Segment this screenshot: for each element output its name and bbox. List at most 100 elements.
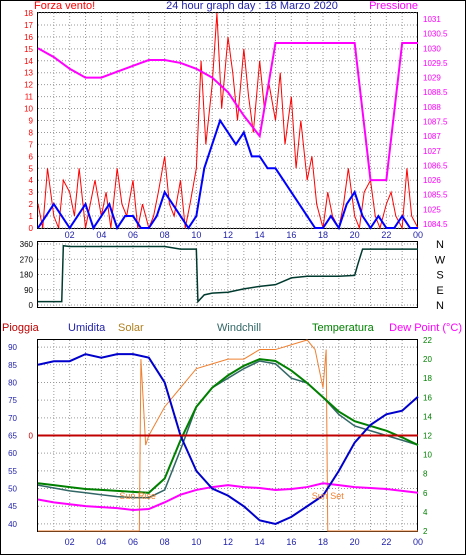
wind-tick-label: 3 (29, 188, 34, 197)
wind-tick-label: 18 (24, 9, 33, 18)
temperature-tick-label: 14 (423, 412, 432, 421)
x-tick-label-bottom: 14 (255, 537, 265, 547)
humidity-tick-label: 80 (8, 378, 17, 387)
humidity-tick-label: 90 (8, 343, 17, 352)
temperature-tick-label: 8 (423, 470, 428, 479)
x-tick-label-bottom: 22 (381, 537, 391, 547)
x-tick-label-bottom: 06 (128, 537, 138, 547)
direction-tick-label: 270 (20, 255, 34, 264)
x-tick-label-bottom: 18 (318, 537, 328, 547)
windchill-line (37, 360, 419, 499)
x-tick-label-top: 00 (413, 230, 423, 240)
pressure-tick-label: 1027 (423, 147, 441, 156)
pressure-tick-label: 1030 (423, 44, 441, 53)
x-tick-label-top: 22 (381, 230, 391, 240)
pressure-tick-label: 1025 (423, 205, 441, 214)
x-tick-label-top: 10 (191, 230, 201, 240)
humidity-line (37, 353, 419, 525)
wind-tick-label: 15 (24, 45, 33, 54)
humidity-tick-label: 55 (8, 467, 17, 476)
x-tick-label-top: 14 (255, 230, 265, 240)
pressure-tick-label: 1026 (423, 176, 441, 185)
x-tick-label-bottom: 10 (191, 537, 201, 547)
compass-label: N (436, 300, 444, 312)
temperature-tick-label: 18 (423, 374, 432, 383)
temperature-line (37, 358, 419, 494)
x-tick-label-top: 08 (160, 230, 170, 240)
sun-set-label: Sun Set (312, 491, 345, 501)
temperature-tick-label: 16 (423, 393, 432, 402)
x-tick-label-bottom: 12 (223, 537, 233, 547)
temperature-tick-label: 20 (423, 355, 432, 364)
pressure-tick-label: 1086.5 (423, 161, 448, 170)
dewpoint-label: Dew Point (°C) (389, 322, 462, 334)
windchill-label: Windchill (217, 322, 261, 334)
humidity-tick-label: 85 (8, 361, 17, 370)
pressure-tick-label: 1031 (423, 15, 441, 24)
wind-direction-line (38, 244, 418, 304)
chart-marks: 0202040406060808101012121414161618182020… (8, 9, 448, 547)
direction-tick-label: 90 (24, 286, 33, 295)
x-tick-label-top: 12 (223, 230, 233, 240)
x-tick-label-bottom: 02 (65, 537, 75, 547)
x-tick-label-top: 06 (128, 230, 138, 240)
wind-tick-label: 1 (29, 212, 34, 221)
temperature-tick-label: 2 (423, 527, 428, 536)
humidity-tick-label: 70 (8, 414, 17, 423)
solar-line (38, 339, 418, 532)
pressure-tick-label: 1087.5 (423, 118, 448, 127)
pressure-tick-label: 1029 (423, 74, 441, 83)
x-tick-label-bottom: 00 (413, 537, 423, 547)
wind-tick-label: 17 (24, 21, 33, 30)
direction-tick-label: 0 (29, 301, 34, 310)
dewpoint-line (37, 482, 419, 511)
temperature-tick-label: 10 (423, 451, 432, 460)
chart-title: 24 hour graph day : 18 Marzo 2020 (166, 0, 338, 12)
direction-tick-label: 360 (20, 240, 34, 249)
compass-label: E (436, 285, 443, 297)
temperature-tick-label: 6 (423, 489, 428, 498)
wind-tick-label: 7 (29, 140, 34, 149)
humidity-tick-label: 40 (8, 520, 17, 529)
pressure-tick-label: 1085.5 (423, 191, 448, 200)
pressure-tick-label: 1088.5 (423, 88, 448, 97)
humidity-tick-label: 45 (8, 502, 17, 511)
direction-tick-label: 180 (20, 271, 34, 280)
wind-tick-label: 10 (24, 105, 33, 114)
wind-tick-label: 6 (29, 152, 34, 161)
rain-label: Pioggia (2, 322, 40, 334)
temperature-label: Temperatura (312, 322, 375, 334)
humidity-label: Umidita (68, 322, 106, 334)
temperature-tick-label: 4 (423, 508, 428, 517)
solar-label: Solar (118, 322, 144, 334)
rain-tick-label: 0 (29, 432, 34, 441)
humidity-tick-label: 60 (8, 449, 17, 458)
wind-tick-label: 2 (29, 200, 34, 209)
x-tick-label-top: 16 (286, 230, 296, 240)
wind-tick-label: 0 (29, 224, 34, 233)
pressure-line (37, 42, 418, 182)
pressure-tick-label: 1029.5 (423, 59, 448, 68)
humidity-tick-label: 75 (8, 396, 17, 405)
temperature-tick-label: 22 (423, 336, 432, 345)
wind-tick-label: 9 (29, 117, 34, 126)
x-tick-label-bottom: 20 (350, 537, 360, 547)
wind-tick-label: 8 (29, 128, 34, 137)
wind-tick-label: 5 (29, 164, 34, 173)
x-tick-label-top: 18 (318, 230, 328, 240)
x-tick-label-bottom: 04 (96, 537, 106, 547)
wind-tick-label: 13 (24, 69, 33, 78)
x-tick-label-top: 02 (65, 230, 75, 240)
humidity-tick-label: 50 (8, 485, 17, 494)
x-tick-label-bottom: 08 (160, 537, 170, 547)
wind-tick-label: 11 (25, 93, 34, 102)
sun-rise-label: Sun Rise (119, 491, 156, 501)
humidity-tick-label: 65 (8, 432, 17, 441)
pressure-tick-label: 1088 (423, 103, 441, 112)
x-tick-label-bottom: 16 (286, 537, 296, 547)
x-tick-label-top: 04 (96, 230, 106, 240)
temperature-tick-label: 12 (423, 432, 432, 441)
wind-axis-label: Forza vento! (34, 0, 95, 12)
